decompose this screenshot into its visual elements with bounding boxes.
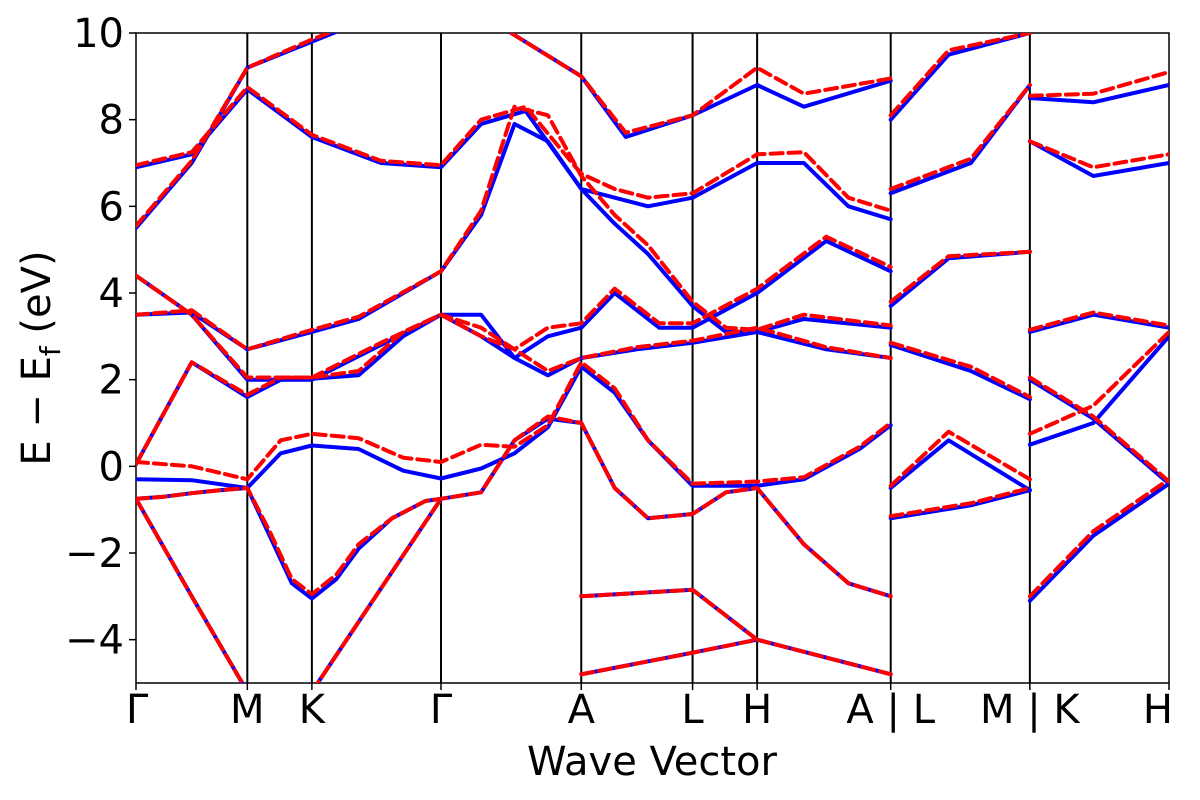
dashed-band-line	[888, 429, 1032, 488]
dashed-band-line	[315, 496, 443, 683]
x-tick-label: H	[1143, 687, 1173, 733]
dashed-band-line	[136, 33, 893, 228]
dashed-band-line	[136, 496, 245, 683]
y-axis-title-unit: (eV)	[14, 250, 60, 346]
y-tick-label: 0	[99, 444, 124, 490]
solid-band-line	[1027, 83, 1169, 105]
dashed-band-line	[1027, 330, 1169, 436]
y-tick-label: 4	[99, 271, 124, 317]
solid-band-line	[1027, 139, 1169, 178]
x-axis-title: Wave Vector	[527, 739, 778, 785]
dashed-band-line	[888, 33, 1032, 118]
solid-band-line	[888, 488, 1032, 521]
x-tick-label: H	[742, 687, 772, 733]
dashed-band-line	[136, 104, 893, 352]
plot-area	[135, 32, 1170, 684]
y-tick-label: 10	[73, 11, 124, 57]
y-tick-label: 6	[99, 184, 124, 230]
dashed-band-line	[1027, 477, 1169, 599]
x-tick-label: M	[230, 687, 265, 733]
dashed-band-line	[1027, 310, 1169, 332]
solid-band-line	[888, 343, 1032, 402]
dashed-band-line	[579, 587, 760, 642]
solid-band-line	[1027, 334, 1169, 447]
dashed-band-line	[136, 234, 893, 380]
x-tick-label: A | L	[846, 687, 935, 733]
x-tick-label: Γ	[126, 687, 149, 733]
x-tick-label: K	[299, 687, 327, 733]
y-tick-label: −4	[65, 618, 124, 664]
y-axis-ticks: −4 −2 0 2 4 6 8 10	[65, 11, 136, 664]
x-tick-label: L	[681, 687, 704, 733]
dashed-band-line	[1027, 70, 1169, 98]
x-tick-label: Γ	[430, 687, 453, 733]
dashed-band-line	[579, 637, 893, 677]
x-tick-label: A	[568, 687, 596, 733]
y-axis-title-sub: f	[34, 345, 67, 356]
solid-band-line	[1027, 481, 1169, 603]
dashed-band-line	[136, 360, 893, 486]
high-symmetry-lines	[246, 33, 1031, 683]
bands-layer	[136, 33, 1169, 683]
solid-band-line	[136, 364, 893, 490]
dashed-band-line	[1027, 139, 1169, 170]
dashed-band-line	[136, 414, 893, 599]
y-tick-label: 2	[99, 358, 124, 404]
y-tick-label: 8	[99, 98, 124, 144]
x-tick-label: M | K	[980, 687, 1081, 733]
dashed-band-line	[888, 486, 1032, 519]
y-axis-title: E − Ef (eV)	[14, 250, 67, 465]
dashed-band-line	[888, 83, 1032, 191]
dashed-band-line	[136, 312, 893, 467]
solid-band-line	[888, 33, 1032, 122]
y-axis-title-main: E − E	[14, 356, 60, 466]
plot-frame	[135, 32, 1170, 684]
dashed-band-line	[888, 249, 1032, 304]
dashed-band-line	[888, 340, 1032, 399]
y-tick-label: −2	[65, 531, 124, 577]
solid-band-line	[1027, 312, 1169, 334]
dashed-band-line	[1027, 375, 1169, 484]
dashed-band-line	[136, 85, 893, 213]
solid-band-line	[888, 438, 1032, 493]
